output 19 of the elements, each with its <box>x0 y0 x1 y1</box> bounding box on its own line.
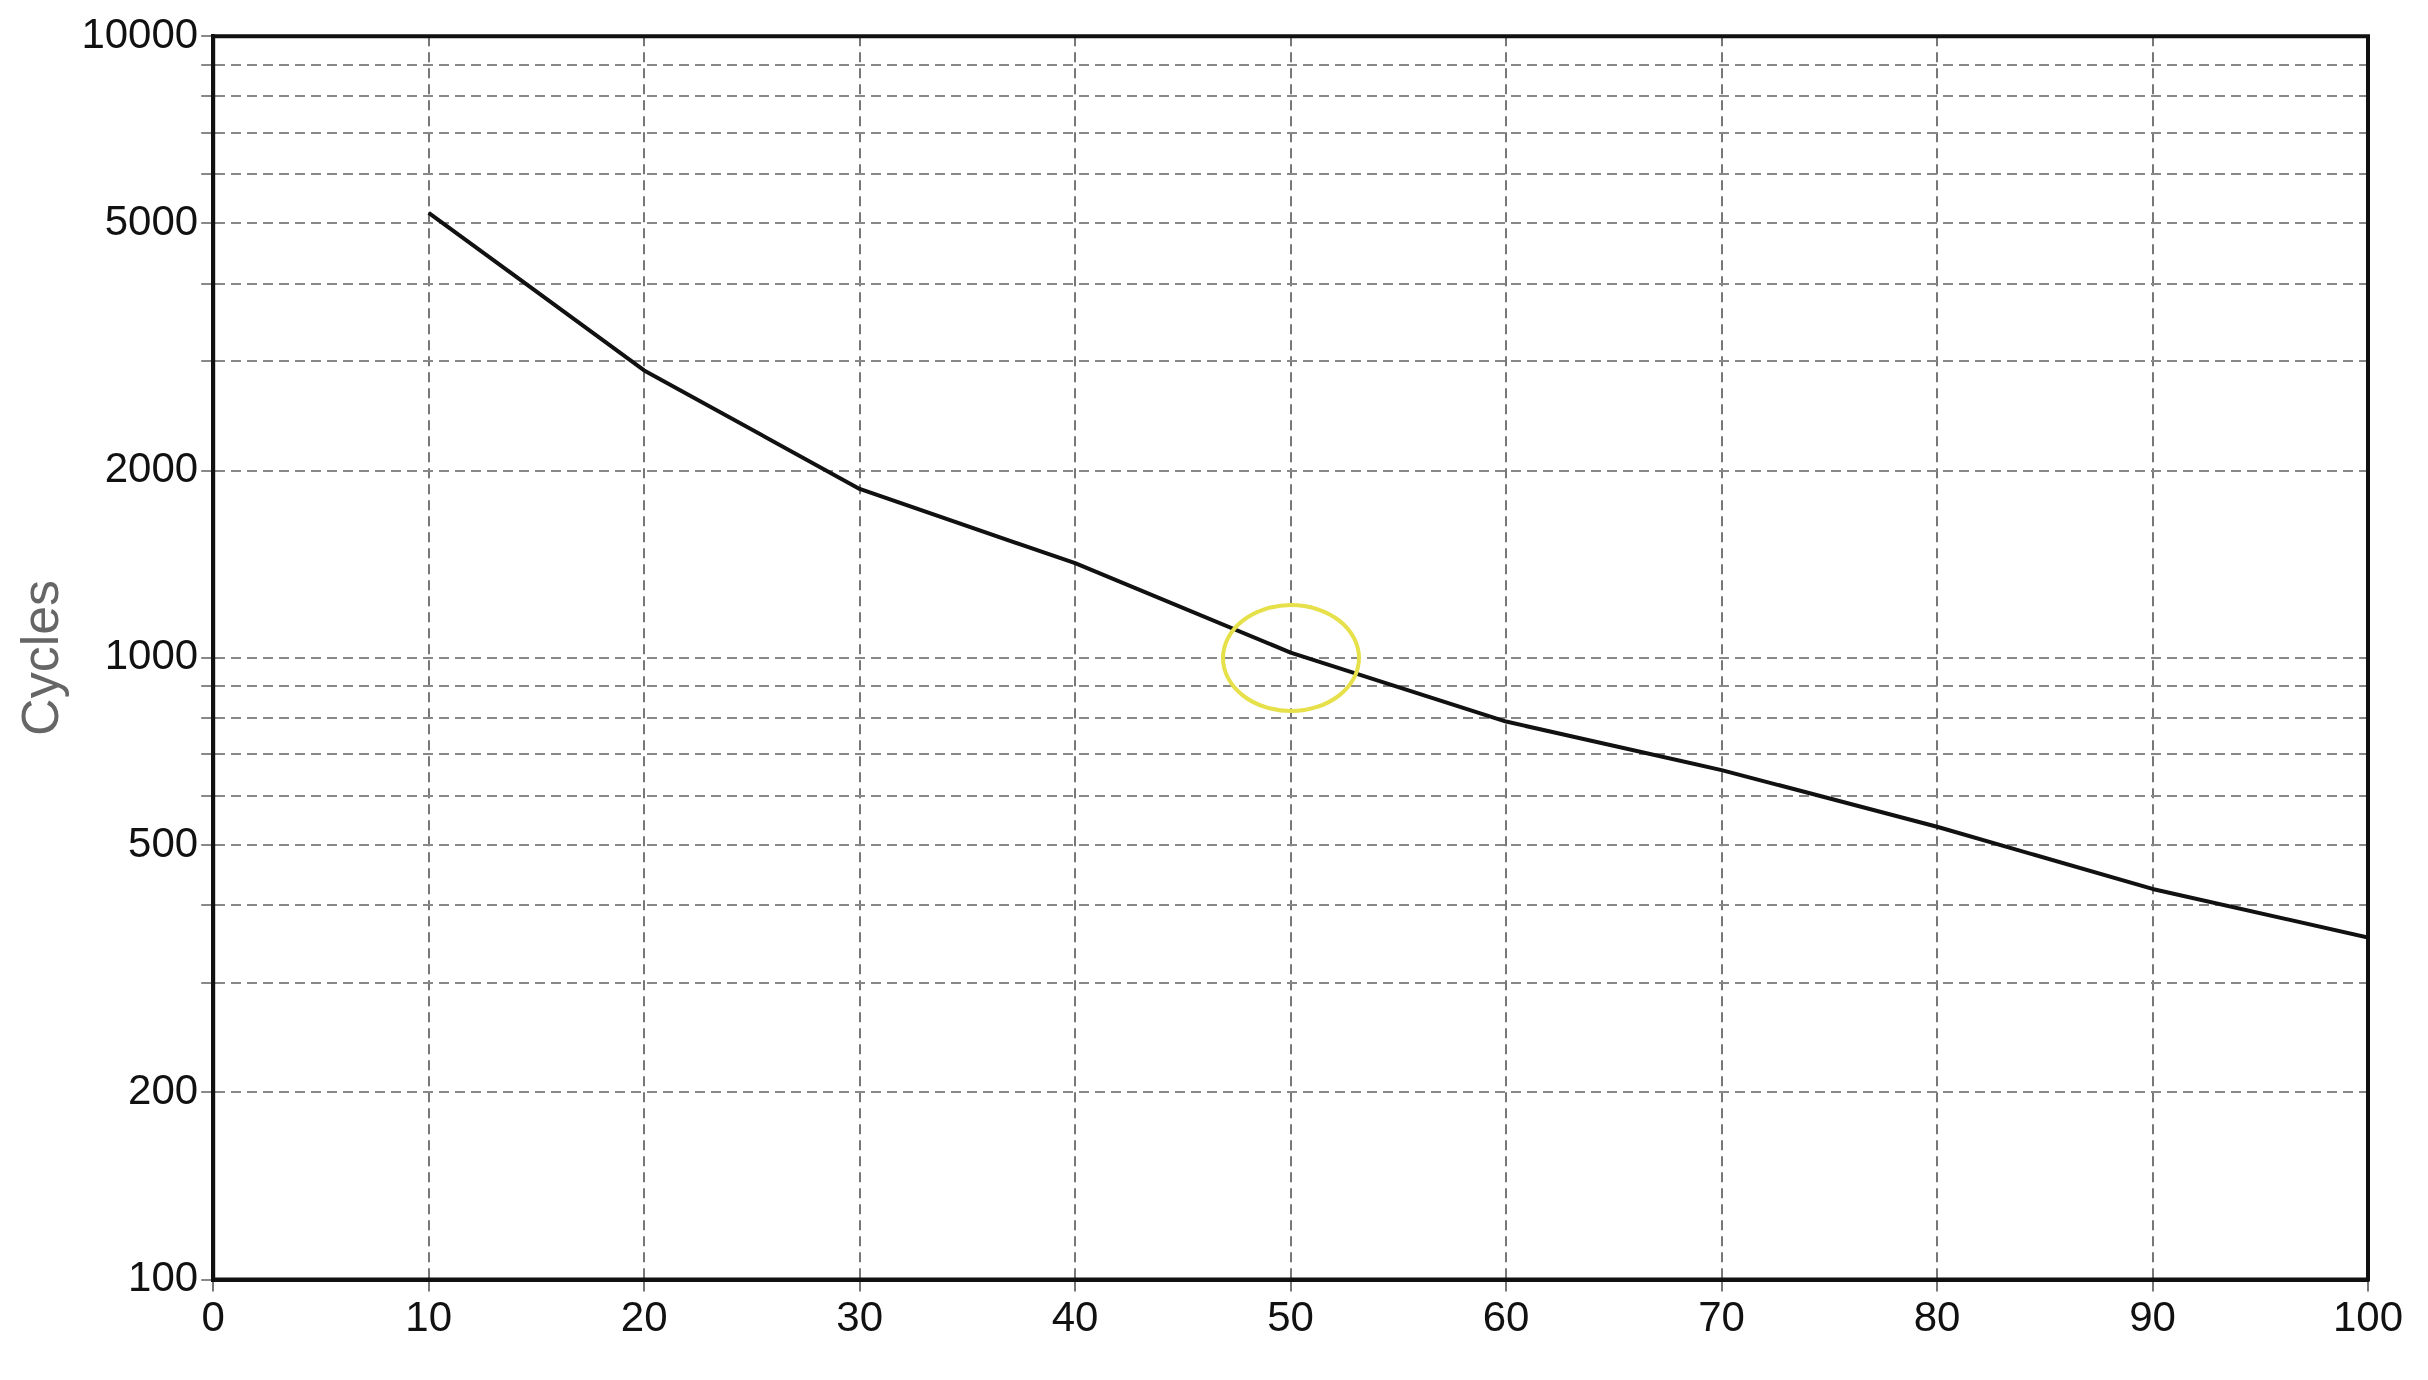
x-tick-label: 100 <box>2332 1293 2404 1341</box>
y-tick-label: 2000 <box>104 444 199 492</box>
x-tick-label: 0 <box>201 1293 225 1341</box>
x-tick-label: 40 <box>1051 1293 1099 1341</box>
x-tick-label: 70 <box>1698 1293 1745 1341</box>
x-tick-label: 10 <box>405 1293 453 1341</box>
y-tick-label: 10000 <box>81 9 199 57</box>
x-tick-label: 80 <box>1913 1293 1961 1341</box>
y-tick-label: 500 <box>128 818 199 866</box>
y-tick-label: 5000 <box>104 196 199 244</box>
x-tick-label: 50 <box>1267 1293 1314 1341</box>
x-tick-label: 30 <box>836 1293 883 1341</box>
y-tick-label: 1000 <box>104 631 199 679</box>
y-tick-label: 200 <box>128 1066 199 1114</box>
x-tick-label: 20 <box>620 1293 668 1341</box>
x-tick-label: 60 <box>1482 1293 1530 1341</box>
y-axis-title: Cycles <box>10 579 69 736</box>
x-tick-label: 90 <box>2129 1293 2176 1341</box>
y-tick-label: 100 <box>128 1253 199 1301</box>
